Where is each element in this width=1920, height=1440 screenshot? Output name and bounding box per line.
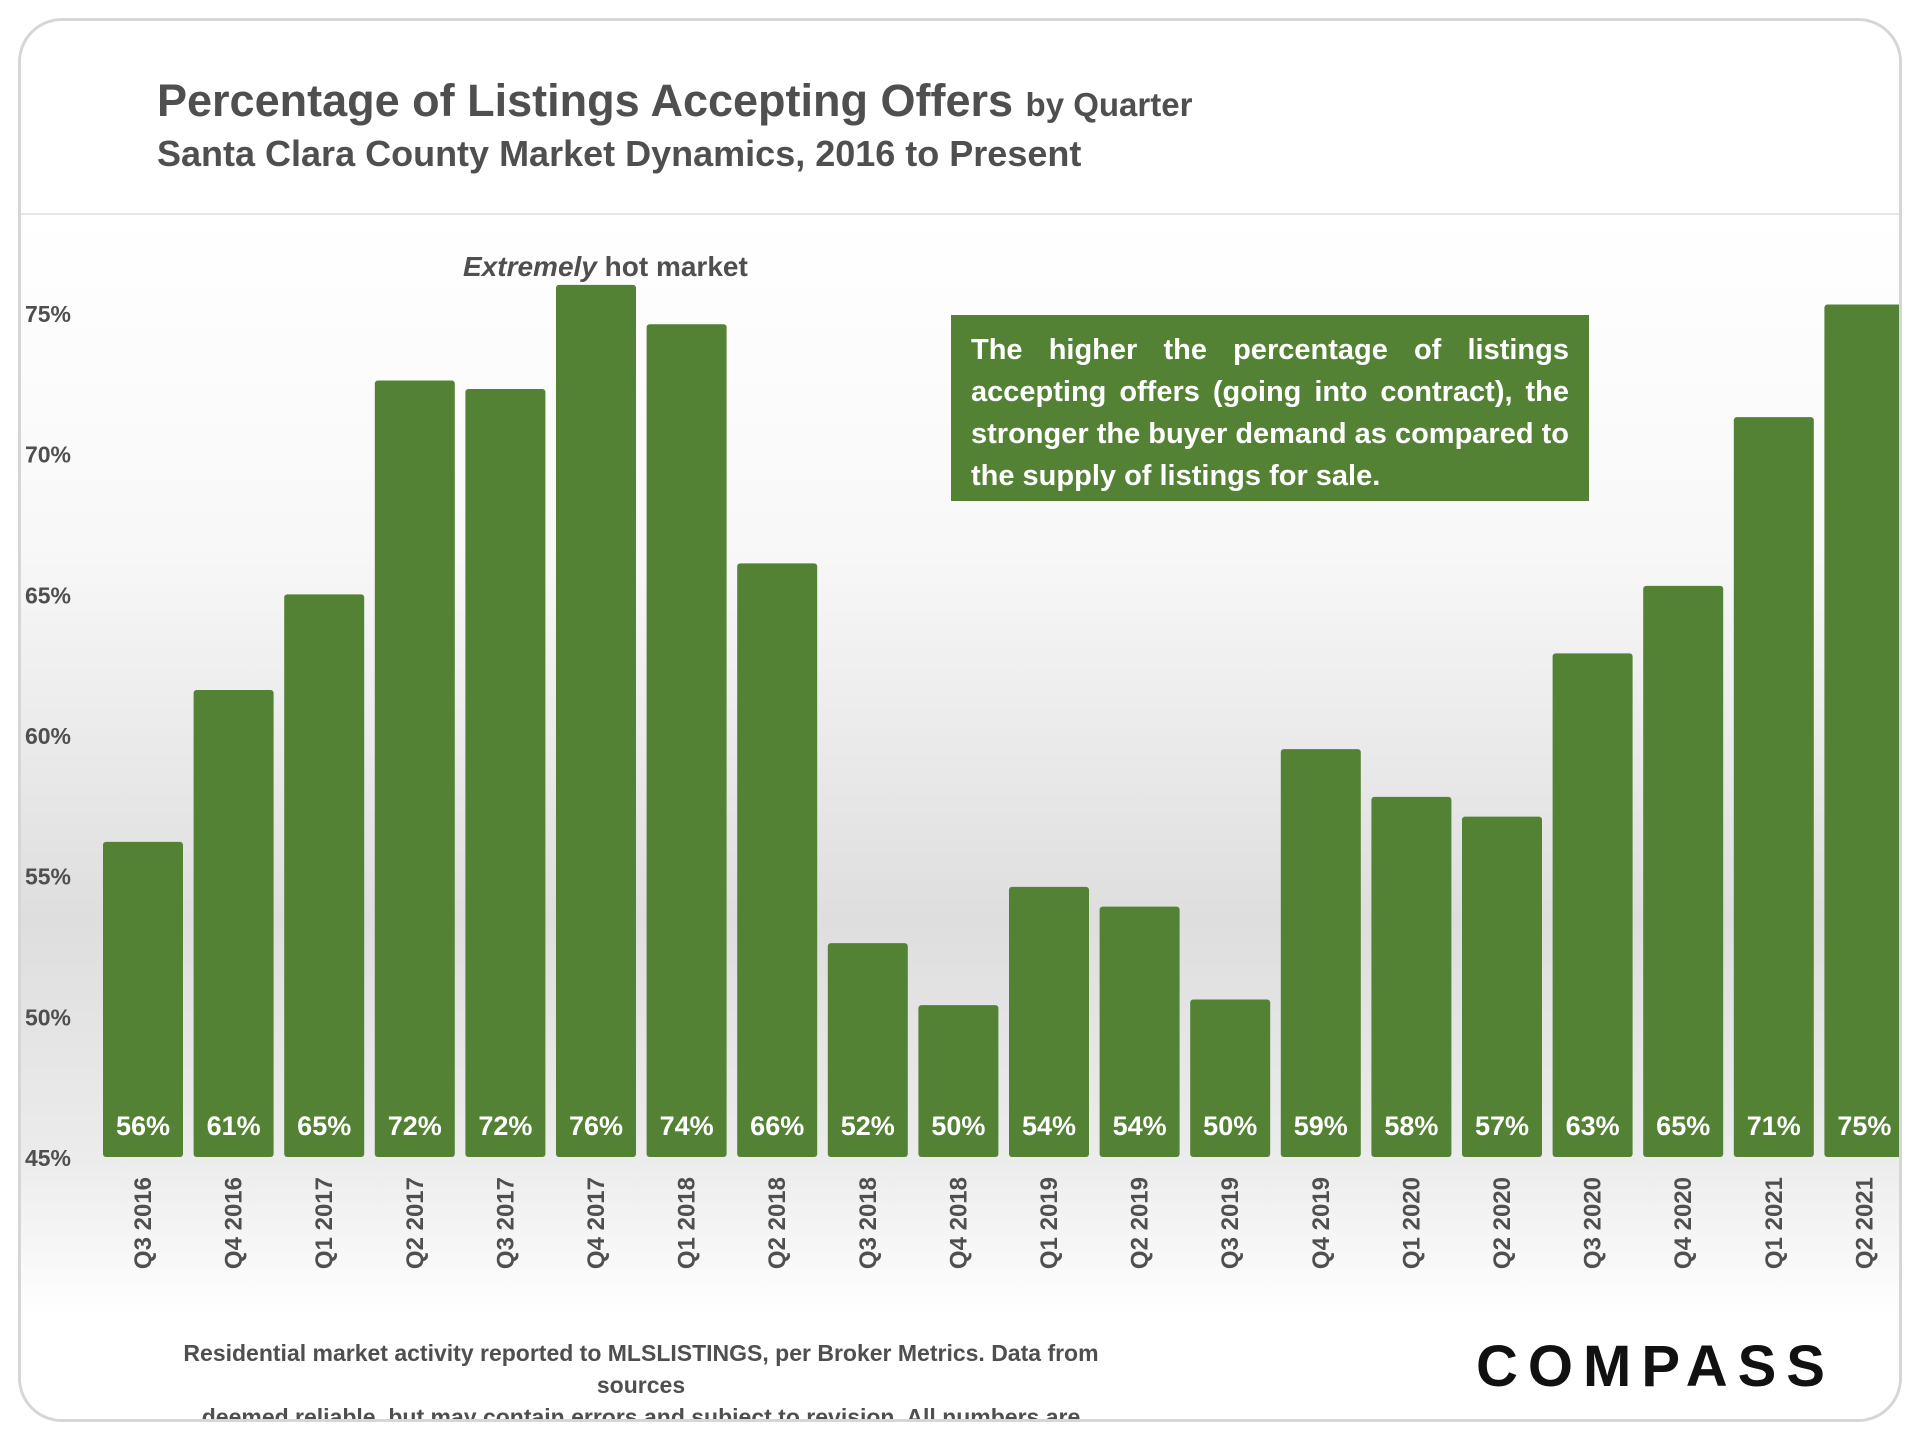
y-tick-label: 55% — [25, 864, 71, 890]
bar — [1824, 304, 1899, 1157]
bar-value-label: 54% — [1022, 1111, 1076, 1141]
y-tick-label: 70% — [25, 442, 71, 468]
x-tick-label: Q3 2016 — [130, 1177, 157, 1269]
bar-value-label: 54% — [1113, 1111, 1167, 1141]
chart-subtitle: Santa Clara County Market Dynamics, 2016… — [157, 133, 1082, 174]
x-tick-label: Q3 2019 — [1217, 1177, 1244, 1269]
bar — [103, 841, 183, 1157]
chart-title-suffix: by Quarter — [1025, 86, 1193, 123]
x-tick-label: Q2 2021 — [1851, 1177, 1878, 1269]
callout-box: The higher the percentage of listings ac… — [951, 315, 1589, 501]
title-area: Percentage of Listings Accepting Offers … — [21, 21, 1899, 213]
bar-value-label: 72% — [478, 1111, 532, 1141]
footer-area: Residential market activity reported to … — [21, 1315, 1899, 1422]
bar-value-label: 52% — [841, 1111, 895, 1141]
bar-value-label: 59% — [1294, 1111, 1348, 1141]
bar — [1733, 417, 1814, 1157]
annotation-text: hot market — [596, 251, 748, 282]
bar-value-label: 58% — [1384, 1111, 1438, 1141]
bar — [1371, 796, 1452, 1157]
source-footnote: Residential market activity reported to … — [141, 1337, 1141, 1422]
x-tick-label: Q1 2018 — [674, 1177, 701, 1269]
bar-value-label: 65% — [1656, 1111, 1710, 1141]
y-tick-label: 65% — [25, 582, 71, 608]
y-tick-label: 60% — [25, 723, 71, 749]
annotation-emphasis: Extremely — [463, 251, 597, 282]
bar-value-label: 56% — [116, 1111, 170, 1141]
footnote-line-2: deemed reliable, but may contain errors … — [201, 1404, 1081, 1422]
x-tick-label: Q4 2020 — [1670, 1177, 1697, 1269]
chart-frame: Percentage of Listings Accepting Offers … — [18, 18, 1902, 1422]
bar — [193, 689, 274, 1157]
x-tick-label: Q4 2017 — [583, 1177, 610, 1269]
compass-logo: COMPASS — [1476, 1334, 1835, 1399]
x-tick-label: Q2 2020 — [1489, 1177, 1516, 1269]
x-tick-label: Q3 2018 — [855, 1177, 882, 1269]
bar — [1643, 585, 1724, 1157]
x-tick-label: Q4 2018 — [945, 1177, 972, 1269]
y-tick-label: 75% — [25, 301, 71, 327]
x-tick-label: Q3 2020 — [1580, 1177, 1607, 1269]
bar — [556, 284, 636, 1157]
bar — [465, 388, 546, 1158]
bar-value-label: 74% — [660, 1111, 714, 1141]
bar-value-label: 63% — [1566, 1111, 1620, 1141]
bar-value-label: 71% — [1747, 1111, 1801, 1141]
bar-value-label: 66% — [750, 1111, 804, 1141]
bar — [1552, 653, 1633, 1157]
x-tick-label: Q2 2018 — [764, 1177, 791, 1269]
x-tick-label: Q2 2019 — [1127, 1177, 1154, 1269]
bar-value-label: 61% — [207, 1111, 261, 1141]
bar-value-label: 72% — [388, 1111, 442, 1141]
bar — [827, 943, 908, 1157]
x-tick-label: Q3 2017 — [492, 1177, 519, 1269]
footnote-line-1: Residential market activity reported to … — [183, 1340, 1099, 1398]
chart-title-main: Percentage of Listings Accepting Offers — [157, 75, 1014, 126]
x-tick-label: Q1 2017 — [311, 1177, 338, 1269]
bar-value-label: 76% — [569, 1111, 623, 1141]
bar — [737, 563, 818, 1157]
bar — [1009, 886, 1089, 1157]
bar — [374, 380, 455, 1157]
bar — [646, 324, 727, 1158]
bar-value-label: 50% — [1203, 1111, 1257, 1141]
bar — [1099, 906, 1180, 1157]
hot-market-annotation: Extremely hot market — [463, 251, 748, 283]
bar — [1190, 999, 1271, 1157]
bar-value-label: 75% — [1837, 1111, 1891, 1141]
bar — [284, 594, 365, 1157]
bar — [1280, 749, 1361, 1157]
bar-chart: 45% 50% 55% 60% 65% 70% 75% 56% Q3 2016 61% Q4 201… — [25, 284, 1899, 1269]
bar-value-label: 57% — [1475, 1111, 1529, 1141]
bar-value-label: 65% — [297, 1111, 351, 1141]
x-tick-label: Q2 2017 — [402, 1177, 429, 1269]
x-tick-label: Q1 2020 — [1398, 1177, 1425, 1269]
x-tick-label: Q4 2016 — [221, 1177, 248, 1269]
callout-text: The higher the percentage of listings ac… — [971, 334, 1569, 492]
chart-title: Percentage of Listings Accepting Offers … — [157, 75, 1192, 127]
bar — [1462, 816, 1542, 1157]
y-tick-label: 45% — [25, 1145, 71, 1171]
bar — [918, 1005, 999, 1157]
x-tick-label: Q1 2021 — [1761, 1177, 1788, 1269]
x-tick-label: Q4 2019 — [1308, 1177, 1335, 1269]
y-tick-label: 50% — [25, 1004, 71, 1030]
x-tick-label: Q1 2019 — [1036, 1177, 1063, 1269]
bar-value-label: 50% — [931, 1111, 985, 1141]
